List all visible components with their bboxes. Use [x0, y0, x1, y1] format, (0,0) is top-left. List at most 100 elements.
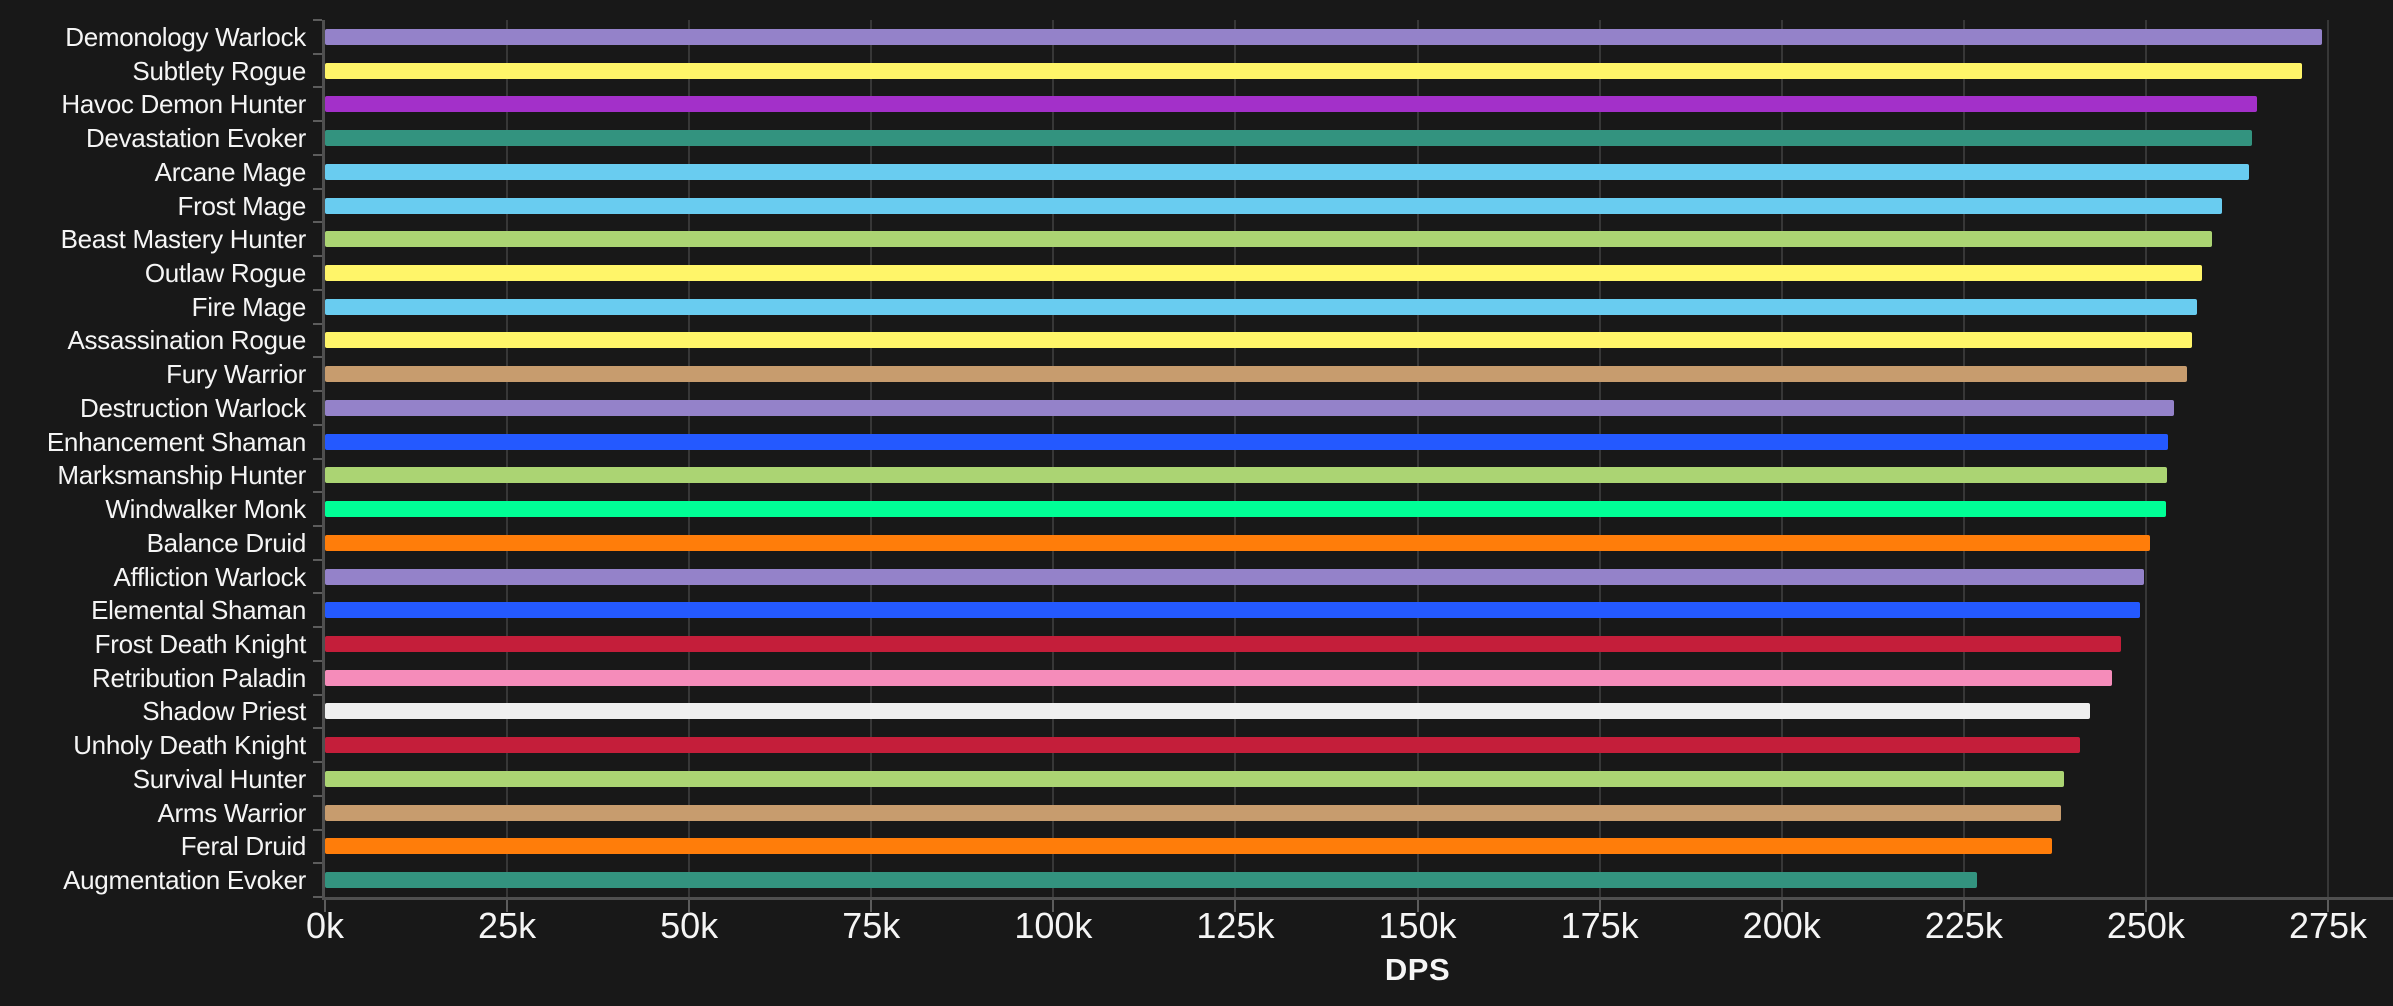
x-axis-tick: [2144, 900, 2147, 912]
category-label: Arcane Mage: [154, 156, 307, 187]
x-tick-label-125k: 125k: [1196, 905, 1275, 946]
x-axis-tick: [506, 900, 509, 912]
bar-elemental-shaman: [325, 602, 2141, 619]
category-label: Assassination Rogue: [67, 325, 306, 356]
y-axis-tick: [313, 356, 322, 359]
category-label: Enhancement Shaman: [46, 426, 306, 457]
y-axis-tick: [313, 19, 322, 21]
bar-assassination-rogue: [325, 332, 2192, 349]
x-axis-tick: [1780, 900, 1783, 912]
x-axis-tick: [1598, 900, 1601, 912]
category-label: Shadow Priest: [142, 696, 306, 727]
bar-demonology-warlock: [325, 28, 2323, 45]
category-label: Elemental Shaman: [91, 595, 306, 626]
gridline-200k: [1780, 20, 1783, 897]
x-tick-label-175k: 175k: [1560, 905, 1639, 946]
x-axis-title: DPS: [1384, 952, 1451, 987]
gridline-75k: [870, 20, 873, 897]
category-label: Frost Death Knight: [94, 629, 307, 660]
gridline-100k: [1052, 20, 1055, 897]
bar-marksmanship-hunter: [325, 467, 2168, 484]
category-label: Augmentation Evoker: [63, 865, 306, 896]
y-axis-tick: [313, 558, 322, 561]
category-label: Unholy Death Knight: [73, 730, 306, 761]
bar-augmentation-evoker: [325, 872, 1977, 889]
bar-unholy-death-knight: [325, 737, 2080, 754]
y-axis-line: [322, 20, 325, 897]
bar-retribution-paladin: [325, 669, 2112, 686]
x-tick-label-50k: 50k: [660, 905, 719, 946]
category-label: Destruction Warlock: [80, 392, 306, 423]
category-label: Fury Warrior: [166, 359, 306, 390]
y-axis-tick: [313, 390, 322, 393]
y-axis-tick: [313, 862, 322, 865]
bar-balance-druid: [325, 534, 2150, 551]
category-label: Affliction Warlock: [113, 561, 306, 592]
category-label: Fire Mage: [191, 291, 307, 322]
category-label: Marksmanship Hunter: [57, 460, 306, 491]
bar-fire-mage: [325, 298, 2197, 315]
x-tick-label-225k: 225k: [1924, 905, 2003, 946]
y-axis-tick: [313, 491, 322, 494]
x-axis-tick: [324, 900, 326, 912]
gridline-225k: [1962, 20, 1965, 897]
x-axis-tick: [1052, 900, 1055, 912]
bar-affliction-warlock: [325, 568, 2145, 585]
y-axis-tick: [313, 761, 322, 764]
y-axis-tick: [313, 794, 322, 797]
x-tick-label-75k: 75k: [842, 905, 901, 946]
bar-windwalker-monk: [325, 501, 2167, 518]
y-axis-tick: [313, 255, 322, 258]
category-label: Devastation Evoker: [85, 123, 306, 154]
y-axis-tick: [313, 120, 322, 123]
x-axis-line: [322, 897, 2393, 900]
x-axis-tick: [870, 900, 873, 912]
x-tick-label-25k: 25k: [478, 905, 537, 946]
x-axis-tick: [1962, 900, 1965, 912]
bar-devastation-evoker: [325, 130, 2253, 147]
x-tick-label-275k: 275k: [2288, 905, 2368, 946]
y-axis-tick: [313, 187, 322, 190]
x-axis-tick: [1234, 900, 1237, 912]
y-axis-tick: [313, 153, 322, 156]
y-axis-tick: [313, 693, 322, 696]
y-axis-tick: [313, 52, 322, 55]
bar-frost-death-knight: [325, 636, 2122, 653]
gridline-275k: [2326, 20, 2329, 897]
category-label: Balance Druid: [146, 527, 307, 558]
category-label: Frost Mage: [177, 190, 307, 221]
bar-subtlety-rogue: [325, 62, 2302, 79]
bar-beast-mastery-hunter: [325, 231, 2213, 248]
x-tick-label-150k: 150k: [1378, 905, 1457, 946]
bar-havoc-demon-hunter: [325, 96, 2257, 113]
bar-destruction-warlock: [325, 399, 2175, 416]
gridline-25k: [506, 20, 509, 897]
category-label: Survival Hunter: [132, 763, 307, 794]
category-label: Demonology Warlock: [65, 21, 306, 52]
y-axis-tick: [313, 322, 322, 325]
bar-arms-warrior: [325, 804, 2062, 821]
category-label: Windwalker Monk: [105, 494, 306, 525]
y-axis-tick: [313, 524, 322, 527]
bar-shadow-priest: [325, 703, 2090, 720]
y-axis-tick: [313, 592, 322, 595]
y-axis-tick: [313, 221, 322, 224]
bar-frost-mage: [325, 197, 2222, 214]
x-axis-tick: [1416, 900, 1419, 912]
x-tick-label-100k: 100k: [1014, 905, 1093, 946]
y-axis-tick: [313, 288, 322, 291]
category-label: Havoc Demon Hunter: [61, 89, 306, 120]
category-label: Beast Mastery Hunter: [60, 224, 307, 255]
y-axis-tick: [313, 896, 322, 898]
y-axis-tick: [313, 659, 322, 662]
bar-arcane-mage: [325, 163, 2250, 180]
gridline-50k: [688, 20, 691, 897]
gridline-250k: [2144, 20, 2147, 897]
bar-outlaw-rogue: [325, 264, 2202, 281]
x-axis-tick: [688, 900, 691, 912]
y-axis-tick: [313, 626, 322, 629]
category-label: Retribution Paladin: [92, 662, 306, 693]
bar-enhancement-shaman: [325, 433, 2168, 450]
category-label: Feral Druid: [180, 831, 307, 862]
